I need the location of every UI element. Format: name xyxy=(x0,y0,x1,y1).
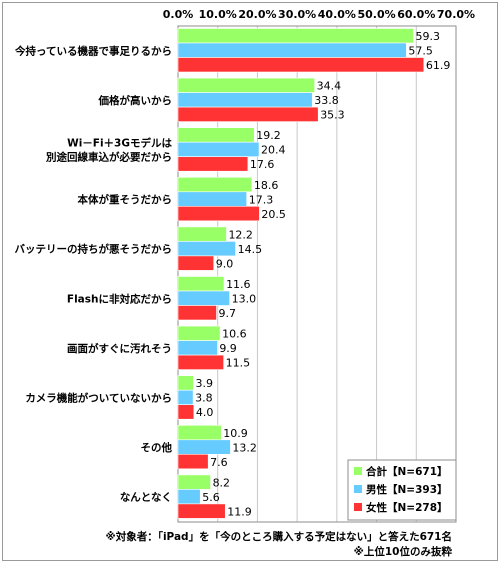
bars xyxy=(177,28,425,519)
bar xyxy=(177,255,215,271)
bar xyxy=(177,503,226,519)
bar xyxy=(177,325,221,341)
x-tick-label: 20.0% xyxy=(238,8,276,21)
data-label: 35.3 xyxy=(320,109,345,122)
bar xyxy=(177,404,195,420)
bar xyxy=(177,241,236,257)
bar xyxy=(177,127,255,143)
data-label: 10.6 xyxy=(222,328,247,341)
bar xyxy=(177,354,224,370)
data-label: 4.0 xyxy=(196,406,214,419)
category-label: なんとなく xyxy=(120,492,172,504)
footnotes: ※対象者：「iPad」を「今のところ購入する予定はない」と答えた671名 ※上位1… xyxy=(106,530,453,558)
data-label: 59.3 xyxy=(416,30,441,43)
data-label: 20.4 xyxy=(261,144,286,157)
bar xyxy=(177,276,225,292)
category-label: Wi－Fi＋3Gモデルは xyxy=(67,136,172,149)
data-label: 13.2 xyxy=(232,441,257,454)
bar xyxy=(177,389,194,406)
x-tick-label: 50.0% xyxy=(357,8,395,21)
data-label: 5.6 xyxy=(202,491,220,504)
bar xyxy=(177,424,222,441)
bar xyxy=(177,191,248,207)
bar xyxy=(177,141,260,157)
category-label: カメラ機能がついていないから xyxy=(25,391,172,404)
x-tick-label: 70.0% xyxy=(437,8,475,21)
data-label: 17.6 xyxy=(250,158,275,171)
data-label: 11.6 xyxy=(226,278,251,291)
x-tick-label: 40.0% xyxy=(318,8,356,21)
data-label: 3.8 xyxy=(195,392,213,405)
bar xyxy=(177,489,201,505)
data-label: 13.0 xyxy=(232,293,257,306)
legend-swatch xyxy=(354,485,362,493)
category-label: バッテリーの持ちが悪そうだから xyxy=(15,243,173,256)
data-label: 9.7 xyxy=(219,307,237,320)
bar xyxy=(177,42,407,58)
footnote: ※上位10位のみ抜粋 xyxy=(354,545,453,558)
data-label: 19.2 xyxy=(256,129,281,142)
x-tick-label: 30.0% xyxy=(278,8,316,21)
legend-entry: 男性【N=393】 xyxy=(366,483,448,496)
legend-entry: 合計【N=671】 xyxy=(365,465,448,478)
legend-entry: 女性【N=278】 xyxy=(366,501,448,514)
bar xyxy=(177,453,209,470)
bar xyxy=(177,206,260,222)
x-axis-tick-labels: 0.0% 10.0% 20.0% 30.0% 40.0% 50.0% 60.0% 70.0% xyxy=(163,8,475,21)
category-label: 別途回線車込が必要だから xyxy=(45,150,172,163)
bar xyxy=(177,57,425,73)
data-label: 11.5 xyxy=(226,357,251,370)
bar xyxy=(177,474,211,490)
x-tick-label: 10.0% xyxy=(199,8,237,21)
data-label: 9.0 xyxy=(216,257,234,270)
bar xyxy=(177,92,313,108)
plot-area-border xyxy=(177,25,457,523)
category-label: Flashに非対応だから xyxy=(67,292,172,305)
bar xyxy=(177,290,230,306)
data-label: 14.5 xyxy=(238,243,262,256)
data-label: 61.9 xyxy=(426,59,451,72)
data-label: 20.5 xyxy=(261,208,286,221)
data-label: 34.4 xyxy=(317,80,342,93)
legend: 合計【N=671】男性【N=393】女性【N=278】 xyxy=(347,459,457,521)
legend-box xyxy=(347,459,457,521)
category-label: 今持っている機器で事足りるから xyxy=(14,44,172,57)
category-label: その他 xyxy=(141,441,173,454)
data-label: 18.6 xyxy=(254,179,279,192)
data-label: 8.2 xyxy=(213,476,231,489)
bar xyxy=(177,156,249,172)
bar xyxy=(177,28,414,44)
bar xyxy=(177,77,315,93)
data-label: 11.9 xyxy=(227,505,252,518)
bar xyxy=(177,375,194,391)
bar xyxy=(177,305,217,321)
bar xyxy=(177,439,231,455)
footnote: ※対象者：「iPad」を「今のところ購入する予定はない」と答えた671名 xyxy=(106,530,453,543)
bar xyxy=(177,226,227,242)
x-tick-label: 60.0% xyxy=(397,8,435,21)
data-label: 33.8 xyxy=(314,94,339,107)
category-label: 画面がすぐに汚れそう xyxy=(67,342,172,355)
data-label: 9.9 xyxy=(219,342,237,355)
x-tick-label: 0.0% xyxy=(163,8,194,21)
data-label: 57.5 xyxy=(408,45,433,58)
legend-swatch xyxy=(354,503,362,511)
data-label: 3.9 xyxy=(195,377,213,390)
data-labels: 59.3 57.561.9 34.433.8 35.3 19.2 20.417.6 18.6… xyxy=(195,30,450,518)
data-label: 7.6 xyxy=(210,456,228,469)
bar xyxy=(177,177,253,193)
legend-swatch xyxy=(354,467,362,475)
bar xyxy=(177,340,218,356)
data-label: 12.2 xyxy=(228,228,253,241)
bar xyxy=(177,106,319,122)
category-label: 本体が重そうだから xyxy=(78,193,173,206)
data-label: 10.9 xyxy=(223,427,248,440)
data-label: 17.3 xyxy=(249,193,274,206)
category-label: 価格が高いから xyxy=(98,94,173,107)
